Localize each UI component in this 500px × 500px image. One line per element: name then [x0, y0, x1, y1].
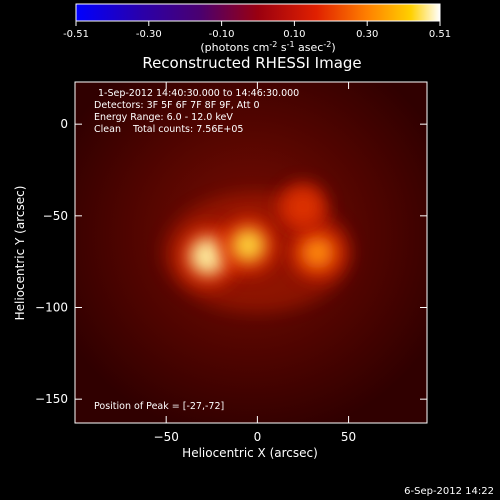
source-core: [189, 237, 227, 275]
x-tick-label: −50: [154, 430, 179, 444]
y-axis-label: Heliocentric Y (arcsec): [13, 186, 27, 321]
annotation-energy: Energy Range: 6.0 - 12.0 keV: [94, 112, 233, 123]
colorbar-tick-label: -0.51: [63, 29, 89, 40]
x-tick-label: 50: [341, 430, 356, 444]
colorbar-ticks: -0.51 -0.30 -0.10 0.10 0.30 0.51: [63, 21, 451, 40]
annotation-clean: Clean Total counts: 7.56E+05: [94, 124, 243, 135]
colorbar-tick-label: -0.30: [136, 29, 162, 40]
y-tick-label: −150: [35, 392, 68, 406]
source-core: [288, 192, 318, 222]
x-tick-label: 0: [254, 430, 262, 444]
source-core: [301, 236, 334, 269]
peak-position-text: Position of Peak = [-27,-72]: [94, 401, 224, 412]
colorbar-tick-label: 0.10: [283, 29, 305, 40]
colorbar-tick-label: 0.30: [356, 29, 378, 40]
plot-frame: [74, 81, 428, 424]
colorbar-unit-label: (photons cm-2 s-1 asec-2): [200, 40, 335, 54]
colorbar: [75, 3, 441, 22]
colorbar-tick-label: -0.10: [209, 29, 235, 40]
chart-title: Reconstructed RHESSI Image: [142, 54, 361, 72]
emission-sources: [162, 181, 353, 313]
annotation-time: 1-Sep-2012 14:40:30.000 to 14:46:30.000: [98, 88, 299, 99]
y-tick-label: −100: [35, 301, 68, 315]
axis-ticks: −50 0 50 0 −50 −100 −150: [35, 82, 427, 444]
colorbar-tick-label: 0.51: [429, 29, 451, 40]
footer-date: 6-Sep-2012 14:22: [404, 486, 494, 497]
source-core: [231, 228, 266, 263]
y-tick-label: 0: [60, 117, 68, 131]
y-tick-label: −50: [43, 209, 68, 223]
annotation-detectors: Detectors: 3F 5F 6F 7F 8F 9F, Att 0: [94, 100, 260, 111]
x-axis-label: Heliocentric X (arcsec): [182, 446, 318, 460]
